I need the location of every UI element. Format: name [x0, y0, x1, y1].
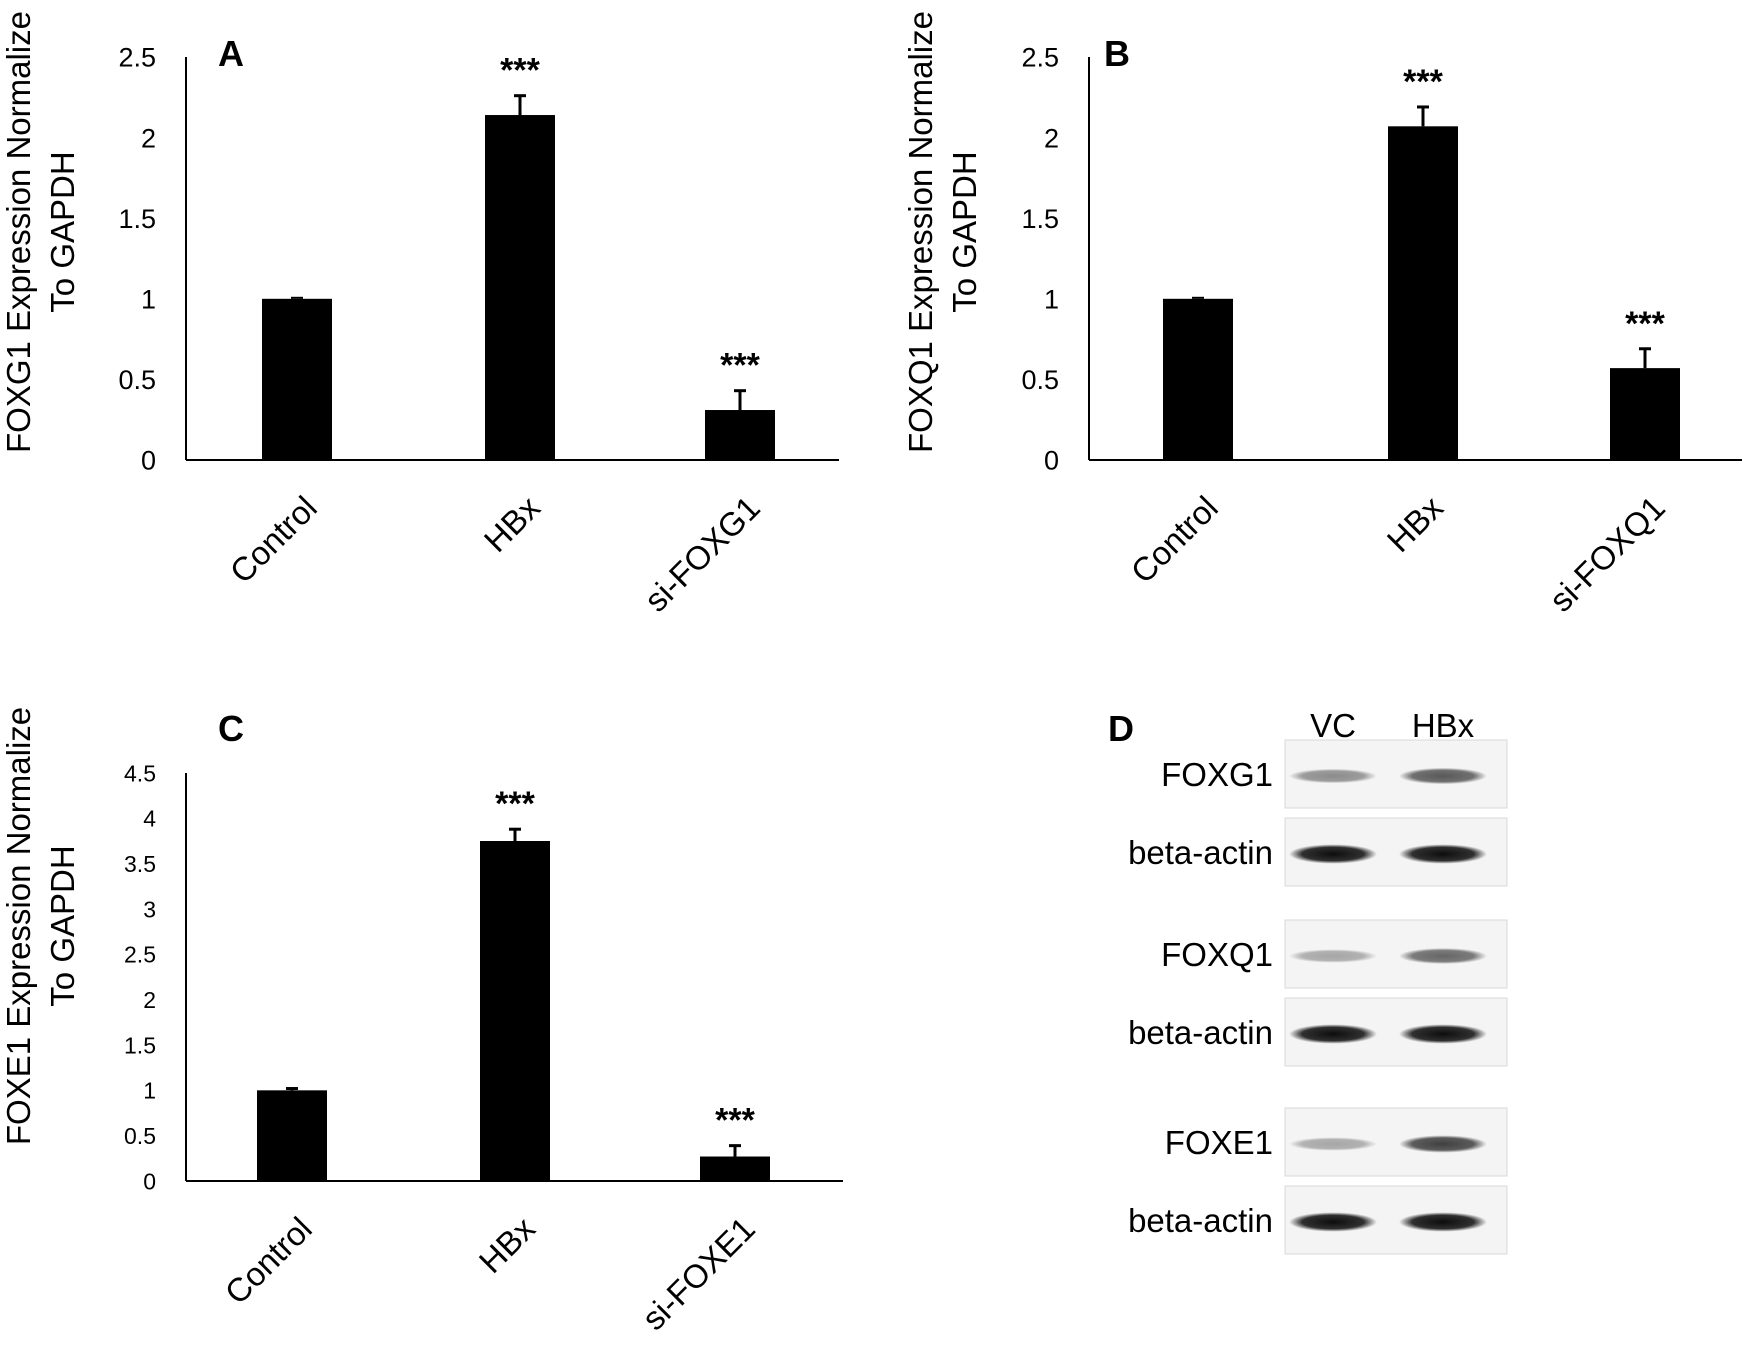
blot-band-hbx — [1399, 948, 1487, 964]
blot-rows: FOXG1 beta-actin FOXQ1 beta-actin FOXE1 beta-… — [1128, 739, 1508, 1255]
significance-label-c-2: *** — [495, 785, 535, 823]
bar-a-3 — [705, 410, 775, 460]
y-tick-label-c: 2.5 — [124, 942, 156, 968]
blot-row-4: beta-actin — [1128, 997, 1508, 1067]
bar-c-2 — [480, 841, 550, 1181]
y-tick-label-a: 0 — [141, 446, 156, 476]
y-axis-label-a-line2: To GAPDH — [44, 151, 81, 312]
y-tick-label-c: 1 — [143, 1078, 156, 1104]
y-tick-label-c: 3.5 — [124, 851, 156, 877]
category-label-a-3: si-FOXG1 — [637, 489, 767, 619]
category-label-a-2: HBx — [477, 488, 548, 559]
bar-a-1 — [262, 298, 332, 460]
blot-row-label: beta-actin — [1128, 834, 1273, 871]
y-tick-label-a: 2.5 — [118, 43, 156, 73]
panel-letter-d: D — [1108, 708, 1134, 749]
error-bar-c-3 — [729, 1144, 741, 1157]
bar-b-1 — [1163, 298, 1233, 460]
error-bar-c-1 — [286, 1087, 298, 1091]
plot-area-a: 0 0.5 1 1.5 2 2.5 Control *** HBx *** si-FOXG1 — [118, 43, 839, 619]
blot-row-1: FOXG1 — [1161, 739, 1508, 809]
blot-band-hbx — [1399, 767, 1487, 785]
y-tick-label-b: 2 — [1044, 123, 1059, 153]
blot-lane-label-hbx: HBx — [1412, 707, 1475, 744]
blot-lane-label-vc: VC — [1310, 707, 1356, 744]
category-label-c-3: si-FOXE1 — [635, 1210, 762, 1337]
panel-letter-b: B — [1104, 33, 1130, 74]
category-label-b-1: Control — [1124, 489, 1225, 590]
y-axis-label-c-line2: To GAPDH — [44, 845, 81, 1006]
blot-row-6: beta-actin — [1128, 1185, 1508, 1255]
bar-c-1 — [257, 1090, 327, 1181]
y-tick-label-c: 4.5 — [124, 760, 156, 786]
y-tick-label-a: 1.5 — [118, 204, 156, 234]
bar-c-3 — [700, 1156, 770, 1181]
bar-a-2 — [485, 115, 555, 461]
y-tick-label-c: 0.5 — [124, 1123, 156, 1149]
significance-label-b-2: *** — [1403, 63, 1443, 101]
y-tick-label-a: 1 — [141, 285, 156, 315]
western-blot-panel-d: D VC HBx FOXG1beta-actinFOXQ1beta-actinF… — [1108, 707, 1508, 1255]
blot-band-hbx — [1399, 1024, 1487, 1044]
y-axis-label-a-line1: FOXG1 Expression Normalize — [0, 11, 37, 453]
category-label-c-2: HBx — [472, 1209, 543, 1280]
y-tick-label-b: 0 — [1044, 446, 1059, 476]
blot-band-vc — [1289, 1024, 1377, 1044]
error-bar-b-2 — [1417, 105, 1429, 127]
blot-band-hbx — [1399, 1212, 1487, 1232]
significance-label-b-3: *** — [1625, 305, 1665, 343]
bar-b-2 — [1388, 126, 1458, 460]
blot-band-hbx — [1399, 1135, 1487, 1153]
significance-label-c-3: *** — [715, 1102, 755, 1140]
blot-row-label: FOXG1 — [1161, 756, 1273, 793]
y-tick-label-b: 1.5 — [1021, 204, 1059, 234]
error-bar-b-3 — [1639, 347, 1651, 369]
error-bar-a-2 — [514, 94, 526, 116]
y-axis-label-b-line1: FOXQ1 Expression Normalize — [902, 11, 939, 453]
y-tick-label-c: 0 — [143, 1168, 156, 1194]
category-label-c-1: Control — [218, 1210, 319, 1311]
y-tick-label-b: 1 — [1044, 285, 1059, 315]
y-tick-label-c: 3 — [143, 896, 156, 922]
panel-letter-c: C — [218, 708, 244, 749]
category-label-b-2: HBx — [1380, 488, 1451, 559]
panel-letter-a: A — [218, 33, 244, 74]
blot-band-vc — [1289, 844, 1377, 864]
blot-row-label: FOXE1 — [1165, 1124, 1273, 1161]
blot-row-2: beta-actin — [1128, 817, 1508, 887]
blot-band-hbx — [1399, 844, 1487, 864]
y-tick-label-c: 1.5 — [124, 1032, 156, 1058]
blot-band-vc — [1289, 1137, 1377, 1151]
blot-band-vc — [1289, 768, 1377, 784]
category-label-a-1: Control — [223, 489, 324, 590]
significance-label-a-3: *** — [720, 347, 760, 385]
blot-row-label: FOXQ1 — [1161, 936, 1273, 973]
chart-panel-c: C FOXE1 Expression Normalize To GAPDH 00… — [0, 707, 843, 1337]
y-axis-label-c-line1: FOXE1 Expression Normalize — [0, 707, 37, 1145]
category-label-b-3: si-FOXQ1 — [1542, 489, 1672, 619]
plot-area-b: 0 0.5 1 1.5 2 2.5 Control *** HBx *** si-FOXQ1 — [1021, 43, 1742, 619]
y-tick-label-c: 4 — [143, 806, 156, 832]
blot-row-label: beta-actin — [1128, 1202, 1273, 1239]
chart-panel-a: A FOXG1 Expression Normalize To GAPDH 00… — [0, 11, 839, 619]
y-tick-label-a: 0.5 — [118, 365, 156, 395]
blot-row-3: FOXQ1 — [1161, 919, 1508, 989]
chart-panel-b: B FOXQ1 Expression Normalize To GAPDH 00… — [902, 11, 1742, 619]
y-tick-label-b: 2.5 — [1021, 43, 1059, 73]
y-tick-label-b: 0.5 — [1021, 365, 1059, 395]
error-bar-c-2 — [509, 827, 521, 841]
blot-row-label: beta-actin — [1128, 1014, 1273, 1051]
error-bar-a-3 — [734, 389, 746, 411]
blot-band-vc — [1289, 1212, 1377, 1232]
bar-b-3 — [1610, 368, 1680, 460]
y-tick-label-c: 2 — [143, 987, 156, 1013]
significance-label-a-2: *** — [500, 52, 540, 90]
y-tick-label-a: 2 — [141, 123, 156, 153]
plot-area-c: 0 0.5 1 1.5 2 2.5 3 3.5 4 4.5 Control *** HBx *** si-F… — [124, 760, 843, 1337]
blot-row-5: FOXE1 — [1165, 1107, 1508, 1177]
blot-band-vc — [1289, 949, 1377, 963]
y-axis-label-b-line2: To GAPDH — [946, 151, 983, 312]
